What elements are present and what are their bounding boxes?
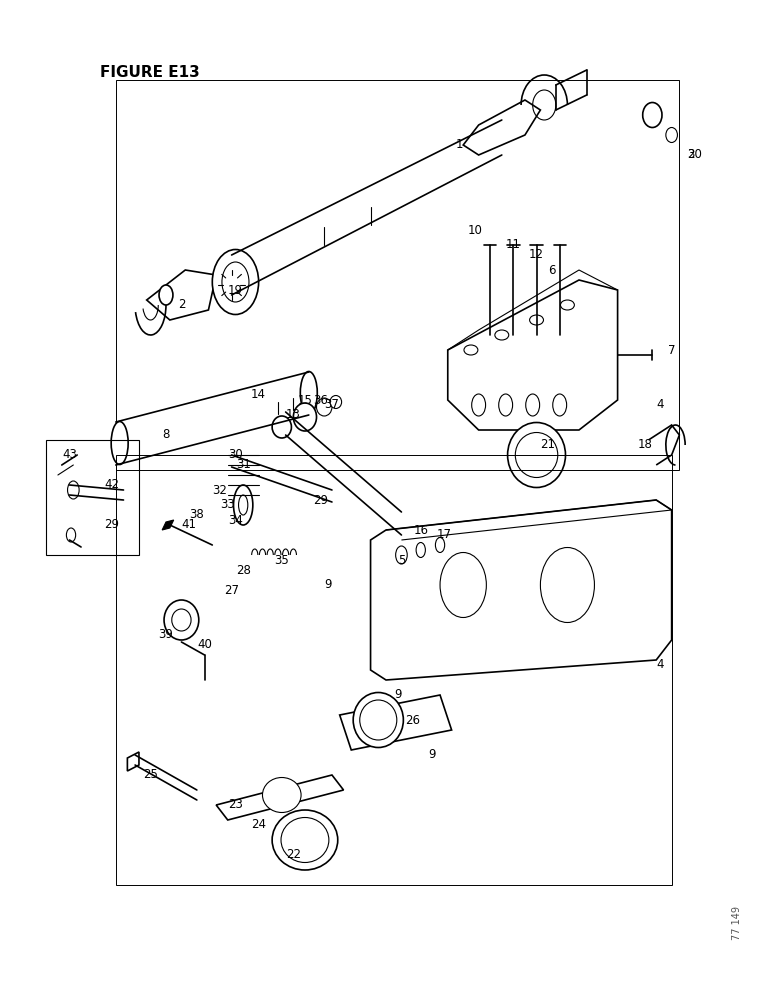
- Ellipse shape: [526, 394, 540, 416]
- Ellipse shape: [395, 546, 408, 564]
- Text: 14: 14: [251, 388, 266, 401]
- Text: 2: 2: [178, 298, 185, 312]
- Ellipse shape: [530, 315, 543, 325]
- Text: 22: 22: [286, 848, 301, 861]
- Text: 6: 6: [548, 263, 556, 276]
- Ellipse shape: [272, 416, 291, 438]
- Ellipse shape: [440, 552, 486, 617]
- Text: 5: 5: [398, 554, 405, 566]
- Text: FIGURE E13: FIGURE E13: [100, 65, 200, 80]
- Text: 31: 31: [235, 458, 251, 472]
- Ellipse shape: [353, 692, 403, 748]
- Ellipse shape: [222, 255, 241, 295]
- Text: 28: 28: [235, 564, 251, 576]
- Text: 17: 17: [436, 528, 452, 542]
- Text: 35: 35: [274, 554, 290, 566]
- Text: 41: 41: [181, 518, 197, 532]
- Ellipse shape: [330, 395, 341, 408]
- Ellipse shape: [66, 528, 76, 542]
- Text: 25: 25: [143, 768, 158, 782]
- Ellipse shape: [233, 485, 253, 525]
- Text: 39: 39: [158, 629, 174, 642]
- Text: 4: 4: [656, 398, 664, 412]
- Ellipse shape: [642, 103, 662, 127]
- Ellipse shape: [159, 285, 173, 305]
- Ellipse shape: [239, 495, 248, 515]
- Ellipse shape: [281, 818, 329, 862]
- Text: 19: 19: [228, 284, 243, 296]
- Ellipse shape: [507, 422, 565, 488]
- Text: 26: 26: [405, 714, 421, 726]
- Ellipse shape: [553, 394, 567, 416]
- Text: 10: 10: [467, 224, 482, 236]
- Ellipse shape: [464, 345, 478, 355]
- Ellipse shape: [360, 700, 397, 740]
- Text: 27: 27: [224, 584, 239, 596]
- Text: 8: 8: [162, 428, 170, 442]
- Text: 12: 12: [529, 248, 544, 261]
- Text: 42: 42: [104, 479, 120, 491]
- Ellipse shape: [499, 394, 513, 416]
- Ellipse shape: [171, 609, 191, 631]
- Bar: [46, 440, 139, 555]
- Ellipse shape: [300, 371, 317, 414]
- Ellipse shape: [222, 262, 249, 302]
- Text: 11: 11: [506, 238, 521, 251]
- Ellipse shape: [262, 778, 301, 812]
- Ellipse shape: [665, 127, 677, 142]
- Ellipse shape: [67, 481, 79, 499]
- Ellipse shape: [540, 548, 594, 622]
- Text: 13: 13: [286, 408, 301, 422]
- Text: 37: 37: [324, 398, 340, 412]
- Text: 23: 23: [228, 798, 243, 812]
- Text: 21: 21: [540, 438, 556, 452]
- Text: 77 149: 77 149: [733, 906, 742, 940]
- Ellipse shape: [164, 600, 198, 640]
- Text: 36: 36: [313, 393, 328, 406]
- Ellipse shape: [293, 403, 317, 431]
- Ellipse shape: [272, 810, 337, 870]
- Ellipse shape: [317, 398, 332, 416]
- Text: 24: 24: [251, 818, 266, 832]
- Ellipse shape: [560, 300, 574, 310]
- Ellipse shape: [212, 249, 259, 314]
- Text: 20: 20: [687, 148, 703, 161]
- Ellipse shape: [495, 330, 509, 340]
- Text: 9: 9: [394, 688, 401, 702]
- Ellipse shape: [111, 422, 128, 464]
- Ellipse shape: [472, 394, 486, 416]
- Text: 9: 9: [428, 748, 436, 762]
- Text: 18: 18: [637, 438, 652, 452]
- Ellipse shape: [515, 432, 557, 478]
- Text: 1: 1: [455, 138, 463, 151]
- Text: 15: 15: [297, 393, 313, 406]
- Text: 3: 3: [687, 148, 695, 161]
- Text: 32: 32: [212, 484, 228, 496]
- Text: 38: 38: [189, 508, 205, 522]
- Text: 34: 34: [228, 514, 243, 526]
- Ellipse shape: [435, 538, 445, 552]
- Ellipse shape: [416, 542, 425, 558]
- Text: 30: 30: [228, 448, 243, 462]
- Text: 4: 4: [656, 658, 664, 672]
- Text: 40: 40: [197, 639, 212, 652]
- Text: 7: 7: [668, 344, 676, 357]
- Text: 16: 16: [413, 524, 428, 536]
- Text: 43: 43: [62, 448, 77, 462]
- Text: 33: 33: [220, 498, 235, 512]
- Text: 29: 29: [313, 493, 328, 506]
- Text: 29: 29: [104, 518, 120, 532]
- Text: 9: 9: [324, 578, 332, 591]
- Polygon shape: [162, 520, 174, 530]
